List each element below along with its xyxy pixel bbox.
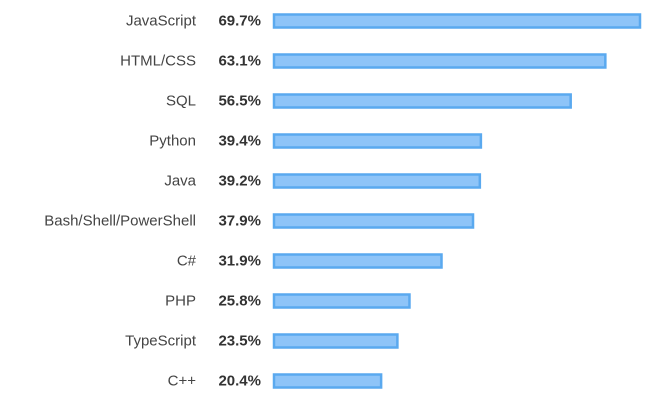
value-label: 25.8% bbox=[218, 293, 261, 310]
category-labels: JavaScript HTML/CSS SQL Python Java Bash/Shel… bbox=[44, 13, 197, 390]
bar bbox=[272, 333, 399, 349]
category-label: HTML/CSS bbox=[120, 53, 196, 70]
category-label: Python bbox=[149, 133, 196, 150]
bar bbox=[272, 293, 411, 309]
category-label: PHP bbox=[165, 293, 196, 310]
category-label: C# bbox=[177, 253, 197, 270]
value-label: 31.9% bbox=[218, 253, 261, 270]
value-label: 37.9% bbox=[218, 213, 261, 230]
category-label: TypeScript bbox=[125, 333, 197, 350]
bar bbox=[272, 373, 383, 389]
value-labels: 69.7% 63.1% 56.5% 39.4% 39.2% 37.9% 31.9% 25.8%… bbox=[218, 13, 261, 390]
value-label: 20.4% bbox=[218, 373, 261, 390]
category-label: Bash/Shell/PowerShell bbox=[44, 213, 196, 230]
value-label: 23.5% bbox=[218, 333, 261, 350]
category-label: C++ bbox=[168, 373, 197, 390]
value-label: 69.7% bbox=[218, 13, 261, 30]
bar bbox=[272, 173, 482, 189]
bar bbox=[272, 93, 572, 109]
category-label: SQL bbox=[166, 93, 196, 110]
bar bbox=[272, 133, 483, 149]
bars bbox=[272, 13, 642, 389]
category-label: JavaScript bbox=[126, 13, 197, 30]
bar bbox=[272, 53, 607, 69]
bar bbox=[272, 253, 443, 269]
category-label: Java bbox=[164, 173, 196, 190]
value-label: 39.2% bbox=[218, 173, 261, 190]
value-label: 39.4% bbox=[218, 133, 261, 150]
bar bbox=[272, 13, 642, 29]
value-label: 63.1% bbox=[218, 53, 261, 70]
bar bbox=[272, 213, 475, 229]
value-label: 56.5% bbox=[218, 93, 261, 110]
